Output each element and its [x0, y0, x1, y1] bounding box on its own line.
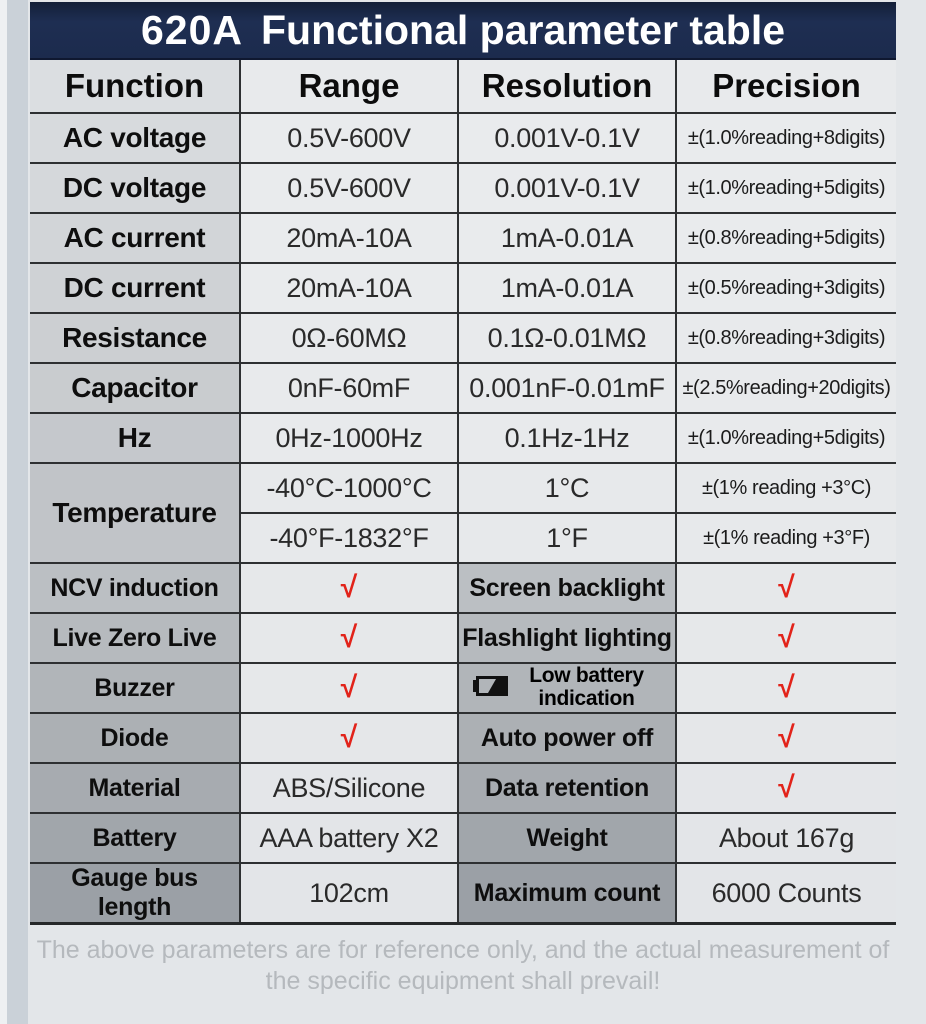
- check-mark: √: [675, 562, 896, 614]
- feature-label: Data retention: [457, 762, 677, 814]
- table-row-temperature-c: Temperature -40°C-1000°C 1°C ±(1% readin…: [30, 462, 896, 564]
- precision-value: ±(1% reading +3°C): [675, 462, 896, 514]
- precision-value: ±(0.8%reading+5digits): [675, 212, 896, 264]
- precision-value: ±(0.8%reading+3digits): [675, 312, 896, 364]
- parameter-table: Function Range Resolution Precision AC v…: [30, 60, 896, 925]
- feature-row: Buzzer √ Low battery indication: [30, 662, 896, 714]
- model-number: 620A: [140, 6, 243, 53]
- function-label: Resistance: [30, 312, 241, 364]
- resolution-value: 1°F: [457, 512, 677, 564]
- feature-label-low-battery: Low battery indication: [457, 662, 677, 714]
- table-row: Hz 0Hz-1000Hz 0.1Hz-1Hz ±(1.0%reading+5d…: [30, 412, 896, 464]
- feature-row: Battery AAA battery X2 Weight About 167g: [30, 812, 896, 864]
- feature-value: About 167g: [675, 812, 896, 864]
- header-precision: Precision: [675, 60, 896, 114]
- header-function: Function: [30, 60, 241, 114]
- feature-row: Material ABS/Silicone Data retention √: [30, 762, 896, 814]
- range-value: 0.5V-600V: [239, 162, 459, 214]
- feature-value: 102cm: [239, 862, 459, 925]
- feature-row: Diode √ Auto power off √: [30, 712, 896, 764]
- range-value: 0Ω-60MΩ: [239, 312, 459, 364]
- check-mark: √: [675, 712, 896, 764]
- precision-value: ±(2.5%reading+20digits): [675, 362, 896, 414]
- resolution-value: 0.001V-0.1V: [457, 162, 677, 214]
- precision-value: ±(1.0%reading+8digits): [675, 112, 896, 164]
- feature-label: Live Zero Live: [30, 612, 241, 664]
- resolution-value: 0.001V-0.1V: [457, 112, 677, 164]
- feature-label: Flashlight lighting: [457, 612, 677, 664]
- precision-value: ±(1% reading +3°F): [675, 512, 896, 564]
- range-value: -40°F-1832°F: [240, 512, 459, 564]
- page-left-edge: [0, 0, 7, 1024]
- feature-label: Maximum count: [457, 862, 677, 925]
- page-title: 620A Functional parameter table: [30, 2, 896, 60]
- feature-value: AAA battery X2: [239, 812, 459, 864]
- range-value: -40°C-1000°C: [239, 462, 459, 514]
- function-label: DC voltage: [30, 162, 241, 214]
- feature-row: Gauge bus length 102cm Maximum count 600…: [30, 862, 896, 925]
- resolution-value: 1°C: [457, 462, 677, 514]
- range-value: 20mA-10A: [239, 262, 459, 314]
- table-row: DC voltage 0.5V-600V 0.001V-0.1V ±(1.0%r…: [30, 162, 896, 214]
- feature-row: Live Zero Live √ Flashlight lighting √: [30, 612, 896, 664]
- feature-label: Material: [30, 762, 241, 814]
- check-mark: √: [239, 662, 459, 714]
- check-mark: √: [239, 562, 459, 614]
- check-mark: √: [675, 762, 896, 814]
- feature-label: Weight: [457, 812, 677, 864]
- function-label: AC current: [30, 212, 241, 264]
- range-value: 20mA-10A: [239, 212, 459, 264]
- function-label: Capacitor: [30, 362, 241, 414]
- footer-note: The above parameters are for reference o…: [36, 936, 890, 996]
- function-label: DC current: [30, 262, 241, 314]
- resolution-value: 0.1Ω-0.01MΩ: [457, 312, 677, 364]
- title-text: Functional parameter table: [261, 6, 786, 53]
- precision-value: ±(1.0%reading+5digits): [675, 162, 896, 214]
- header-row: Function Range Resolution Precision: [30, 60, 896, 114]
- page-left-band: [7, 0, 28, 1024]
- feature-label-text: Low battery indication: [529, 664, 644, 710]
- feature-value: 6000 Counts: [675, 862, 896, 925]
- precision-value: ±(0.5%reading+3digits): [675, 262, 896, 314]
- range-value: 0nF-60mF: [239, 362, 459, 414]
- table-row-temperature-f: -40°F-1832°F 1°F ±(1% reading +3°F): [30, 512, 896, 564]
- resolution-value: 0.1Hz-1Hz: [457, 412, 677, 464]
- function-label-temperature: Temperature: [30, 462, 241, 564]
- range-value: 0Hz-1000Hz: [239, 412, 459, 464]
- function-label: AC voltage: [30, 112, 241, 164]
- feature-row: NCV induction √ Screen backlight √: [30, 562, 896, 614]
- resolution-value: 0.001nF-0.01mF: [457, 362, 677, 414]
- header-resolution: Resolution: [457, 60, 677, 114]
- table-row: DC current 20mA-10A 1mA-0.01A ±(0.5%read…: [30, 262, 896, 314]
- feature-label: Screen backlight: [457, 562, 677, 614]
- table-row: Capacitor 0nF-60mF 0.001nF-0.01mF ±(2.5%…: [30, 362, 896, 414]
- feature-label: Battery: [30, 812, 241, 864]
- feature-value: ABS/Silicone: [239, 762, 459, 814]
- check-mark: √: [239, 712, 459, 764]
- precision-value: ±(1.0%reading+5digits): [675, 412, 896, 464]
- range-value: 0.5V-600V: [239, 112, 459, 164]
- table-row: AC current 20mA-10A 1mA-0.01A ±(0.8%read…: [30, 212, 896, 264]
- feature-label: Auto power off: [457, 712, 677, 764]
- parameter-sheet: 620A Functional parameter table Function…: [30, 2, 896, 998]
- feature-label: NCV induction: [30, 562, 241, 614]
- table-row: Resistance 0Ω-60MΩ 0.1Ω-0.01MΩ ±(0.8%rea…: [30, 312, 896, 364]
- table-row: AC voltage 0.5V-600V 0.001V-0.1V ±(1.0%r…: [30, 112, 896, 164]
- header-range: Range: [239, 60, 459, 114]
- feature-label: Buzzer: [30, 662, 241, 714]
- battery-low-icon: [472, 675, 508, 702]
- check-mark: √: [675, 612, 896, 664]
- function-label: Hz: [30, 412, 241, 464]
- check-mark: √: [675, 662, 896, 714]
- check-mark: √: [239, 612, 459, 664]
- feature-label: Gauge bus length: [30, 862, 241, 925]
- resolution-value: 1mA-0.01A: [457, 212, 677, 264]
- feature-label: Diode: [30, 712, 241, 764]
- resolution-value: 1mA-0.01A: [457, 262, 677, 314]
